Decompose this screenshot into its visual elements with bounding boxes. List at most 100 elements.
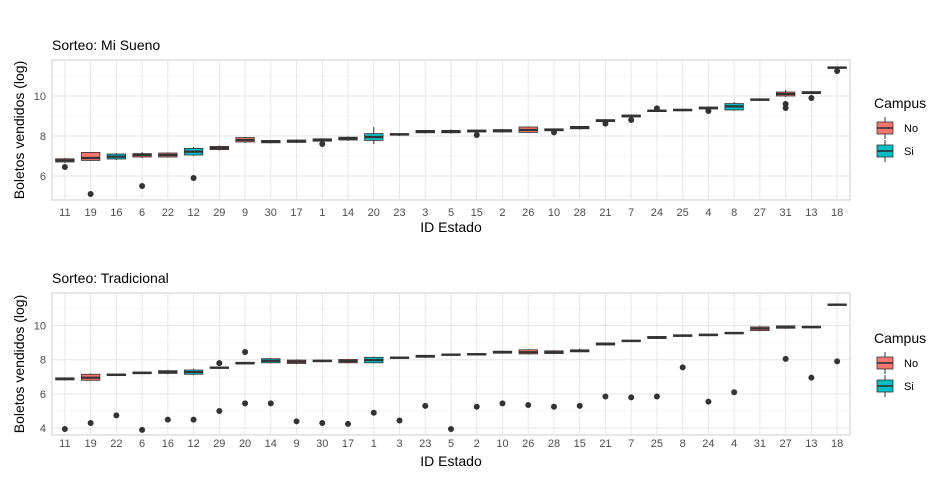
box-9: [286, 359, 307, 425]
box-3: [415, 129, 435, 134]
x-tick-labels: 11 19 22 6 16 12 29 20 14 9 30 17 1 3 23 5 2 10 26 28 15 21 7 2…: [59, 438, 843, 450]
box-2: [492, 129, 513, 133]
x-tick-label: 20: [239, 438, 251, 450]
outlier-point: [705, 398, 712, 405]
x-tick-label: 16: [162, 438, 174, 450]
box-4: [724, 331, 744, 396]
x-tick-label: 31: [754, 438, 766, 450]
box-27: [750, 98, 770, 101]
outlier-point: [653, 393, 660, 400]
box-10: [492, 350, 513, 407]
box-19: [80, 373, 101, 427]
box-17: [338, 358, 358, 427]
box-21: [595, 342, 616, 400]
x-tick-label: 6: [139, 438, 145, 450]
box-iqr: [80, 151, 101, 161]
box-12: [183, 147, 204, 181]
outlier-point: [525, 402, 532, 409]
legend-item-no: No: [876, 117, 918, 139]
legend-label: No: [904, 358, 918, 370]
outlier-point: [653, 105, 660, 112]
outlier-point: [782, 355, 789, 362]
box-11: [55, 377, 75, 433]
box-25: [647, 336, 667, 400]
outlier-point: [576, 402, 583, 409]
box-11: [55, 158, 75, 170]
x-tick-label: 15: [574, 438, 586, 450]
outlier-point: [190, 175, 197, 181]
x-tick-label: 13: [805, 438, 817, 450]
outlier-point: [139, 426, 146, 433]
box-7: [621, 339, 641, 401]
legend-item-no: No: [876, 352, 918, 374]
box-series: [55, 66, 847, 197]
outlier-point: [345, 420, 352, 427]
x-axis-label: ID Estado: [420, 453, 482, 469]
box-16: [158, 369, 178, 423]
box-6: [132, 371, 152, 433]
y-axis-label: Boletos vendidos (log): [11, 295, 27, 434]
outlier-point: [216, 360, 223, 367]
x-tick-label: 30: [316, 438, 328, 450]
outlier-point: [113, 412, 120, 419]
x-tick-label: 21: [599, 438, 611, 450]
outlier-point: [679, 364, 686, 371]
box-7: [621, 114, 641, 123]
x-tick-label: 25: [677, 207, 689, 219]
x-tick-label: 4: [731, 438, 737, 450]
box-9: [235, 137, 255, 143]
x-tick-label: 22: [162, 207, 174, 219]
y-tick-label: 8: [40, 131, 46, 143]
box-10: [544, 128, 564, 136]
box-22: [106, 373, 127, 419]
x-tick-label: 24: [702, 438, 714, 450]
outlier-point: [602, 120, 609, 127]
x-tick-label: 12: [187, 207, 199, 219]
x-tick-label: 7: [628, 207, 634, 219]
x-tick-label: 26: [522, 438, 534, 450]
box-20: [364, 127, 384, 144]
box-28: [544, 350, 564, 410]
box-15: [467, 129, 487, 138]
outlier-point: [834, 358, 841, 365]
box-13: [801, 325, 822, 381]
outlier-point: [319, 420, 326, 427]
x-tick-label: 25: [651, 438, 663, 450]
y-tick-label: 10: [34, 91, 46, 103]
x-tick-label: 5: [448, 207, 454, 219]
x-tick-label: 1: [371, 438, 377, 450]
x-tick-label: 17: [342, 438, 354, 450]
y-tick-label: 4: [40, 423, 46, 435]
y-tick-label: 8: [40, 355, 46, 367]
box-6: [132, 152, 152, 189]
legend-label: No: [904, 123, 918, 135]
x-tick-label: 9: [293, 438, 299, 450]
x-tick-label: 28: [548, 438, 560, 450]
x-tick-label: 29: [213, 207, 225, 219]
x-tick-label: 8: [731, 207, 737, 219]
outlier-point: [190, 416, 197, 423]
x-tick-label: 3: [396, 438, 402, 450]
box-3: [389, 356, 410, 424]
box-16: [106, 153, 127, 160]
grid-lines: [52, 60, 850, 200]
box-2: [467, 353, 487, 410]
outlier-point: [550, 129, 557, 136]
legend-label: Si: [904, 146, 914, 158]
y-tick-label: 6: [40, 171, 46, 183]
y-tick-labels: 6 8 10: [34, 91, 46, 183]
box-29: [209, 145, 229, 151]
outlier-point: [422, 402, 429, 409]
outlier-point: [499, 400, 506, 407]
box-25: [673, 108, 693, 112]
outlier-point: [139, 183, 146, 189]
x-tick-label: 27: [754, 207, 766, 219]
box-20: [235, 349, 255, 407]
box-31: [775, 90, 796, 111]
x-tick-label: 20: [368, 207, 380, 219]
outlier-point: [473, 132, 480, 138]
legend-item-si: Si: [876, 375, 914, 397]
x-tick-label: 5: [448, 438, 454, 450]
x-tick-label: 10: [548, 207, 560, 219]
